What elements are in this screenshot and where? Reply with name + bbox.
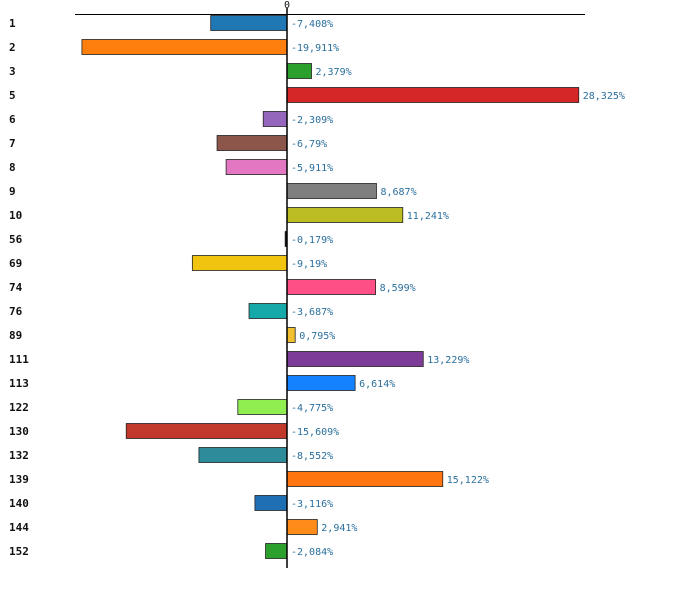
category-label: 139 bbox=[9, 473, 29, 486]
category-label: 10 bbox=[9, 209, 22, 222]
bar bbox=[286, 207, 404, 223]
category-label: 8 bbox=[9, 161, 16, 174]
value-label: -7,408% bbox=[291, 19, 333, 30]
category-label: 9 bbox=[9, 185, 16, 198]
value-label: -8,552% bbox=[291, 451, 333, 462]
category-label: 5 bbox=[9, 89, 16, 102]
value-label: -15,609% bbox=[291, 427, 339, 438]
value-label: -0,179% bbox=[291, 235, 333, 246]
category-label: 1 bbox=[9, 17, 16, 30]
category-label: 113 bbox=[9, 377, 29, 390]
labels-layer: 1 -7,408% 2 -19,911% 3 2,379% 5 28,325% 6 -2,309%… bbox=[9, 17, 625, 558]
bar bbox=[286, 519, 318, 535]
bar bbox=[265, 543, 288, 559]
value-label: 28,325% bbox=[583, 91, 625, 102]
value-label: -9,19% bbox=[291, 259, 327, 270]
value-label: 0,795% bbox=[299, 331, 335, 342]
category-label: 76 bbox=[9, 305, 23, 318]
bar bbox=[248, 303, 288, 319]
category-label: 89 bbox=[9, 329, 22, 342]
category-label: 132 bbox=[9, 449, 29, 462]
bars-layer bbox=[81, 15, 580, 559]
category-label: 140 bbox=[9, 497, 29, 510]
category-label: 152 bbox=[9, 545, 29, 558]
value-label: -3,687% bbox=[291, 307, 333, 318]
bar bbox=[286, 183, 377, 199]
category-label: 111 bbox=[9, 353, 29, 366]
bar bbox=[286, 375, 356, 391]
category-label: 3 bbox=[9, 65, 16, 78]
value-label: 15,122% bbox=[447, 475, 489, 486]
bar bbox=[198, 447, 288, 463]
value-label: -2,309% bbox=[291, 115, 333, 126]
value-label: 8,599% bbox=[380, 283, 416, 294]
bar bbox=[125, 423, 288, 439]
value-label: 6,614% bbox=[359, 379, 395, 390]
category-label: 56 bbox=[9, 233, 23, 246]
bar bbox=[286, 471, 444, 487]
bar bbox=[286, 351, 424, 367]
value-label: 11,241% bbox=[407, 211, 449, 222]
bar bbox=[286, 327, 296, 343]
value-label: 2,941% bbox=[321, 523, 357, 534]
value-label: -3,116% bbox=[291, 499, 333, 510]
bar bbox=[254, 495, 288, 511]
category-label: 130 bbox=[9, 425, 29, 438]
bar bbox=[286, 63, 312, 79]
zero-tick-label: 0 bbox=[284, 0, 290, 11]
value-label: -19,911% bbox=[291, 43, 339, 54]
value-label: 13,229% bbox=[427, 355, 469, 366]
category-label: 7 bbox=[9, 137, 16, 150]
category-label: 2 bbox=[9, 41, 16, 54]
bar bbox=[216, 135, 288, 151]
bar bbox=[225, 159, 288, 175]
category-label: 74 bbox=[9, 281, 23, 294]
value-label: 8,687% bbox=[380, 187, 416, 198]
value-label: -5,911% bbox=[291, 163, 333, 174]
bar bbox=[237, 399, 288, 415]
category-label: 144 bbox=[9, 521, 29, 534]
value-label: 2,379% bbox=[316, 67, 352, 78]
bar bbox=[81, 39, 288, 55]
bar bbox=[191, 255, 288, 271]
value-label: -2,084% bbox=[291, 547, 333, 558]
category-label: 6 bbox=[9, 113, 16, 126]
bar bbox=[286, 87, 580, 103]
value-label: -6,79% bbox=[291, 139, 327, 150]
category-label: 69 bbox=[9, 257, 22, 270]
bar bbox=[262, 111, 288, 127]
bar bbox=[286, 279, 376, 295]
bar bbox=[210, 15, 288, 31]
category-label: 122 bbox=[9, 401, 29, 414]
value-label: -4,775% bbox=[291, 403, 333, 414]
